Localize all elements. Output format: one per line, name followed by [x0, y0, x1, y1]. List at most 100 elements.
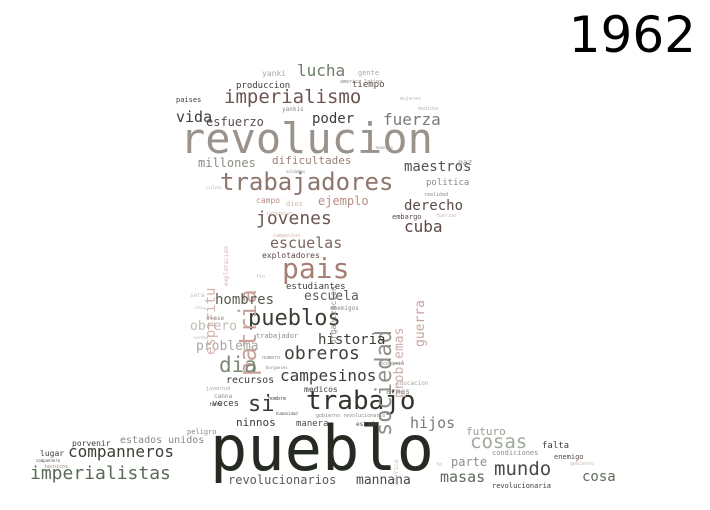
word-dificultades: dificultades: [272, 154, 352, 167]
year-title: 1962: [568, 6, 696, 64]
word-explotacion: explotacion: [223, 245, 230, 286]
word-paises: paises: [176, 96, 202, 104]
word-campo: campo: [256, 196, 281, 205]
word-paz: paz: [458, 158, 473, 167]
word-gente: gente: [358, 69, 380, 77]
word-imperialistas: imperialistas: [30, 463, 171, 484]
word-millones: millones: [198, 156, 256, 170]
word-explotadores: explotadores: [262, 251, 320, 260]
word-trabajador: trabajador: [256, 332, 299, 340]
word-mujeres: mujeres: [400, 96, 422, 102]
word-porvenir: porvenir: [72, 439, 111, 448]
word-armas: armas: [386, 387, 411, 396]
word-imperialismo: imperialismo: [224, 86, 362, 108]
word-gobierno-revolucionario: gobierno revolucionario: [316, 413, 386, 419]
word-cosas: cosas: [470, 431, 528, 453]
word-sera: sera: [190, 292, 205, 299]
word-enemigos: enemigos: [330, 305, 359, 312]
word-yanki: yanki: [262, 69, 287, 78]
word-obrero: obrero: [190, 319, 237, 334]
word-fin: fin: [256, 274, 266, 280]
word-pueblo: pueblo: [210, 412, 434, 485]
word-esfuerzo: esfuerzo: [206, 115, 264, 129]
word-escuela: escuela: [304, 289, 359, 304]
word-ninnos: ninnos: [236, 416, 276, 429]
word-intereses: intereses: [266, 211, 294, 217]
word-juventud: juventud: [206, 386, 231, 392]
word-america: america: [393, 459, 400, 486]
word-momento: momento: [376, 145, 393, 150]
word-peligro: peligro: [187, 428, 217, 436]
word-derecho: derecho: [404, 198, 464, 214]
word-revolucionaria: revolucionaria: [492, 482, 552, 490]
word-tiempo: tiempo: [352, 80, 385, 90]
word-fuerza: fuerza: [383, 110, 441, 129]
word-parte: parte: [451, 455, 488, 469]
word-poder: poder: [312, 111, 355, 127]
word-hijos: hijos: [410, 414, 456, 432]
word-cuba: cuba: [404, 217, 443, 236]
word-produccion: produccion: [236, 81, 291, 91]
word-pais: pais: [282, 252, 350, 285]
word-fuerzas: fuerzas: [436, 213, 458, 219]
word-veces: veces: [212, 399, 240, 409]
word-masas: masas: [440, 468, 486, 486]
word-historia: historia: [318, 332, 386, 348]
word-trabajadores: trabajadores: [220, 168, 394, 196]
word-educacion: educacion: [396, 380, 429, 387]
word-dia: dia: [219, 353, 257, 377]
word-estado: estado: [356, 421, 378, 428]
word-revolucion: revolucion: [180, 114, 433, 163]
word-humanidad: humanidad: [276, 411, 298, 416]
word-obreros: obreros: [284, 343, 360, 364]
word-numero: numero: [262, 355, 281, 361]
word-recursos: recursos: [226, 375, 275, 386]
word-guerra: guerra: [413, 299, 428, 347]
word-lugar: lugar: [40, 449, 65, 458]
word-condiciones: condiciones: [492, 449, 539, 457]
word-escuelas: escuelas: [270, 234, 343, 252]
word-organizacion: organizacion: [329, 285, 338, 344]
word-idea: idea: [194, 305, 204, 310]
word-cosa: cosa: [582, 469, 616, 485]
word-realidad: realidad: [424, 192, 449, 198]
word-medicos: medicos: [304, 385, 338, 394]
word-hombre: hombre: [268, 396, 287, 402]
word-embargo: embargo: [392, 213, 422, 221]
word-maestros: maestros: [404, 159, 472, 175]
word-mundo: mundo: [494, 458, 552, 480]
word-campesino: campesino: [273, 233, 301, 239]
word-medidas: medidas: [418, 106, 440, 112]
word-trabajo: trabajo: [306, 386, 416, 416]
word-gobierno: gobierno: [570, 461, 595, 467]
word-politica: politica: [426, 178, 470, 188]
word-canna: canna: [214, 393, 233, 400]
word-manera: manera: [296, 419, 329, 429]
word-problema: problema: [196, 339, 259, 354]
word-vida: vida: [176, 108, 213, 126]
word-clase: clase: [206, 315, 225, 322]
word-economia: economia: [380, 361, 405, 367]
word-america-latina: america latina: [340, 79, 383, 85]
word-compannero: compannero: [36, 458, 61, 463]
word-yankis: yankis: [282, 106, 304, 113]
word-ejemplo: ejemplo: [318, 194, 369, 208]
word-tecnicos: tecnicos: [44, 464, 69, 470]
word-burgueses: burgueses: [266, 365, 288, 370]
word-mannana: mannana: [356, 473, 411, 488]
word-falta: falta: [542, 441, 570, 451]
word-pueblos: pueblos: [248, 306, 341, 331]
word-estados-unidos: estados unidos: [120, 435, 205, 446]
word-dios: dios: [286, 200, 303, 208]
word-hombres: hombres: [215, 292, 275, 308]
word-futuro: futuro: [466, 425, 506, 438]
word-soldados: soldados: [286, 169, 306, 174]
word-campesinos: campesinos: [280, 366, 377, 385]
word-lucha: lucha: [297, 61, 346, 80]
word-hora: hora: [210, 402, 223, 408]
word-verdad: verdad: [194, 335, 209, 340]
word-enemigo: enemigo: [554, 453, 584, 461]
word-fe: fe: [436, 462, 443, 468]
word-jovenes: jovenes: [256, 208, 332, 229]
